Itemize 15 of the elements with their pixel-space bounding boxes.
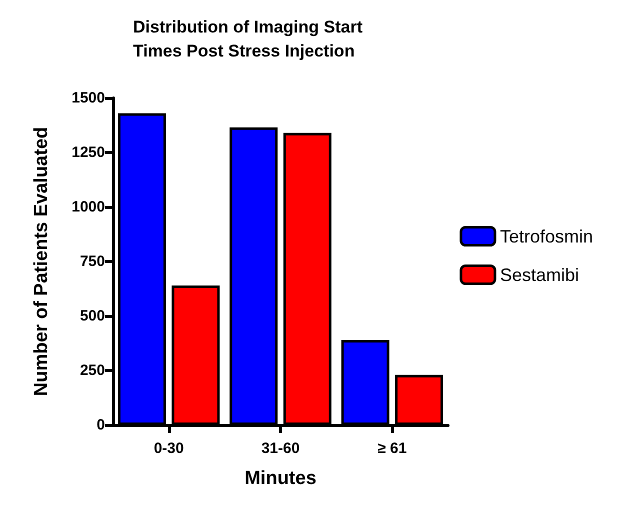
y-tick-label: 750	[80, 253, 105, 270]
y-tick-label: 1000	[72, 198, 105, 216]
legend-label: Sestamibi	[500, 264, 579, 285]
y-tick-label: 1250	[72, 144, 105, 161]
chart-title: Distribution of Imaging Start Times Post Stress Injection	[133, 18, 363, 60]
y-axis-title: Number of Patients Evaluated	[31, 126, 52, 396]
legend-label: Tetrofosmin	[500, 226, 594, 246]
y-tick-label: 500	[80, 308, 105, 324]
x-tick-label: ≥ 61	[378, 440, 407, 457]
x-axis-title: Minutes	[244, 468, 316, 489]
y-tick-label: 0	[96, 416, 105, 434]
x-tick-label: 0-30	[154, 440, 184, 457]
y-tick-label: 1500	[72, 90, 105, 106]
y-tick-label: 250	[80, 362, 105, 379]
x-tick-label: 31-60	[261, 440, 300, 457]
